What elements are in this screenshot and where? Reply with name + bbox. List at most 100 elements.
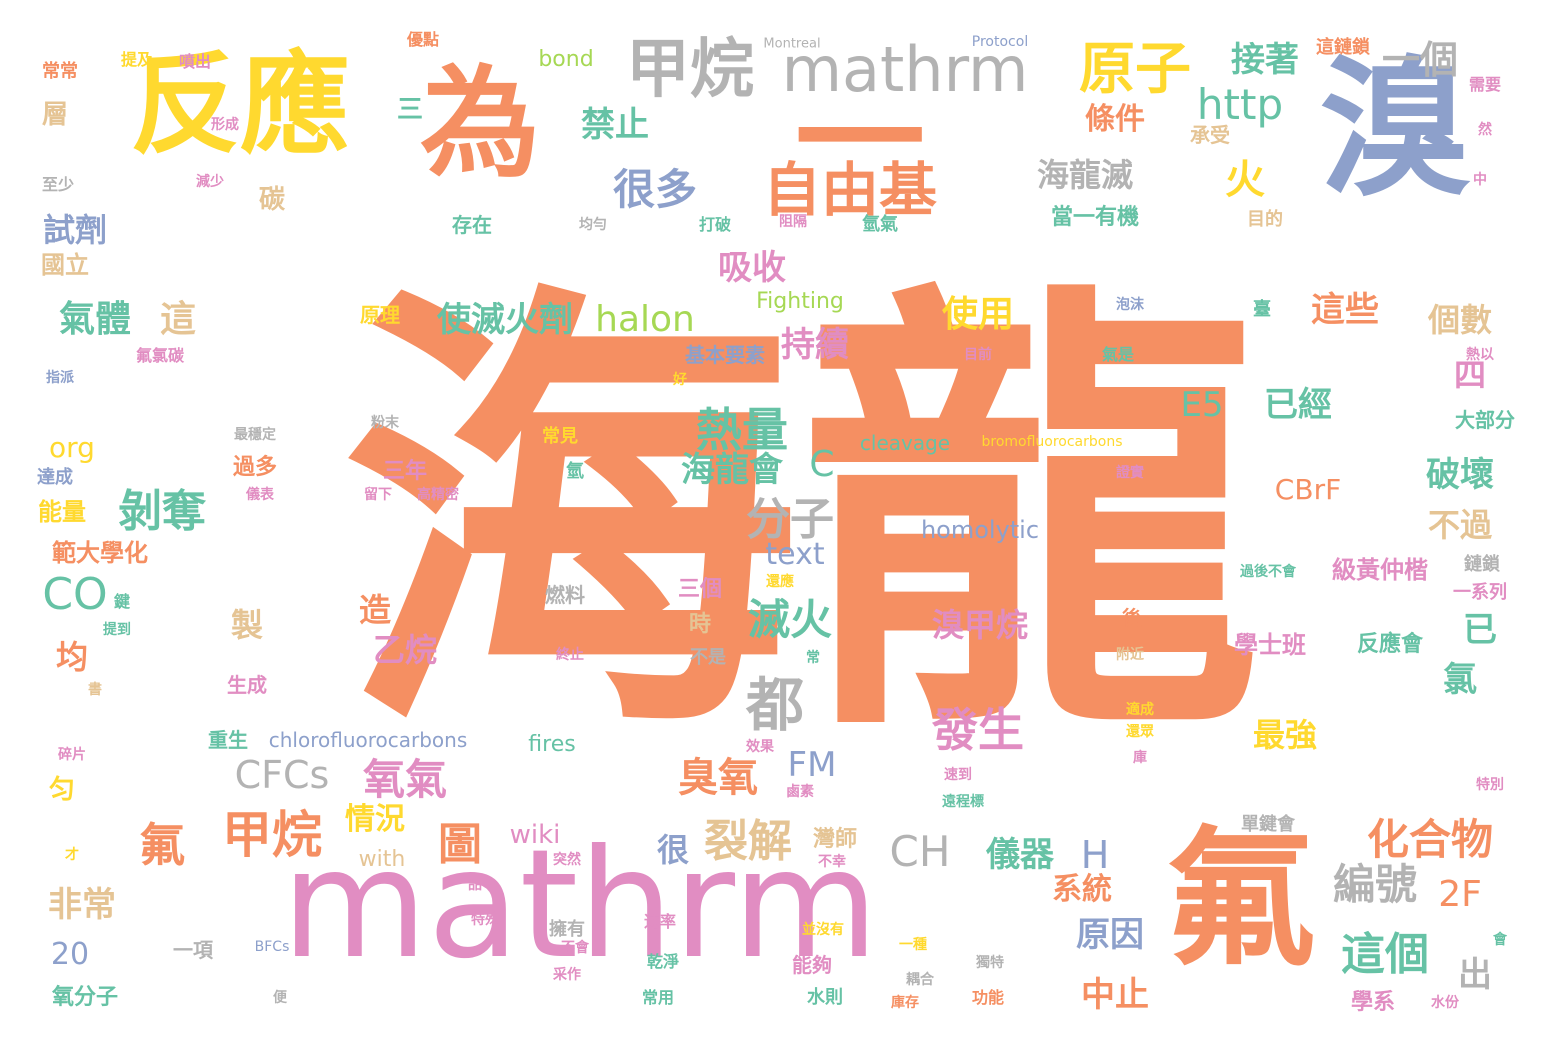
- cloud-word: 能夠: [792, 953, 832, 977]
- cloud-word: 學系: [1350, 990, 1396, 1015]
- cloud-word: 承受: [1190, 123, 1230, 147]
- cloud-word: H: [1080, 833, 1110, 877]
- cloud-word: 會: [1493, 932, 1507, 948]
- cloud-word: 才: [65, 847, 79, 863]
- cloud-word: 情況: [345, 802, 405, 837]
- cloud-word: 過後不會: [1240, 564, 1296, 580]
- cloud-word: 鏈鎖: [1464, 554, 1500, 575]
- cloud-word: 還應: [766, 574, 794, 590]
- cloud-word: 條件: [1085, 102, 1145, 137]
- cloud-word: 為: [420, 55, 540, 194]
- cloud-word: 特別: [1476, 777, 1504, 793]
- cloud-word: 目前: [964, 347, 992, 363]
- cloud-word: 存在: [452, 213, 492, 237]
- cloud-word: 鍵: [113, 592, 131, 611]
- cloud-word: 系統: [1052, 872, 1112, 907]
- cloud-word: 反應會: [1356, 632, 1424, 657]
- cloud-word: 氯: [1443, 660, 1477, 700]
- cloud-word: 不幸: [818, 854, 846, 870]
- cloud-word: bromofluorocarbons: [981, 434, 1123, 450]
- cloud-word: 附近: [1116, 647, 1144, 663]
- cloud-word: 火: [1225, 157, 1265, 203]
- cloud-word: 阻隔: [779, 214, 807, 230]
- cloud-word: 灣師: [812, 827, 858, 852]
- cloud-word: 大部分: [1455, 408, 1515, 432]
- cloud-word: 匀: [48, 775, 76, 805]
- cloud-word: 造: [358, 591, 392, 629]
- cloud-word: 編號: [1332, 860, 1418, 909]
- cloud-word: CBrF: [1274, 473, 1342, 506]
- cloud-word: 好: [673, 372, 687, 388]
- cloud-word: 剝奪: [118, 486, 206, 537]
- cloud-word: 原因: [1076, 915, 1144, 955]
- cloud-word: 粉末: [371, 415, 399, 431]
- cloud-word: 留下: [364, 487, 392, 503]
- cloud-word: 擁有: [549, 919, 585, 940]
- cloud-word: 特殊: [471, 912, 499, 928]
- cloud-word: 吸收: [718, 248, 786, 288]
- cloud-word: wiki: [509, 820, 561, 850]
- cloud-word: 級黃仲楷: [1332, 556, 1428, 584]
- cloud-word: 已: [1463, 610, 1497, 650]
- cloud-word: 氟: [1164, 813, 1316, 987]
- cloud-word: 功能: [971, 988, 1005, 1007]
- cloud-word: CH: [889, 827, 951, 876]
- cloud-word: 出: [1458, 955, 1492, 995]
- cloud-word: 國立: [41, 251, 89, 279]
- cloud-word: 證實: [1116, 465, 1144, 481]
- cloud-word: 這個: [1341, 929, 1429, 980]
- cloud-word: 三年: [382, 459, 428, 484]
- cloud-word: 高精密: [417, 487, 459, 503]
- cloud-word: 泡沫: [1116, 297, 1144, 313]
- cloud-word: 至少: [41, 175, 75, 194]
- cloud-word: 終止: [556, 647, 584, 663]
- cloud-word: 單鍵會: [1241, 814, 1295, 835]
- cloud-word: 海龍滅: [1036, 156, 1134, 194]
- cloud-word: 生成: [227, 673, 267, 697]
- cloud-word: 氟: [139, 818, 185, 872]
- cloud-word: 甲烷: [626, 33, 754, 107]
- cloud-word: 自由基: [762, 156, 938, 224]
- cloud-word: 很: [656, 831, 690, 869]
- cloud-word: 非常: [48, 885, 116, 925]
- cloud-word: 還眾: [1126, 724, 1154, 740]
- cloud-word: 中止: [1081, 975, 1149, 1015]
- cloud-word: 均: [55, 638, 89, 676]
- cloud-word: 時: [688, 612, 712, 637]
- cloud-word: 一系列: [1453, 582, 1507, 603]
- cloud-word: 燃料: [545, 583, 585, 607]
- cloud-word: 氧分子: [51, 985, 119, 1010]
- cloud-word: 碳: [258, 185, 286, 215]
- cloud-word: 反應: [130, 41, 350, 169]
- cloud-word: 不是: [690, 647, 726, 668]
- cloud-word: 儀器: [986, 835, 1054, 875]
- cloud-word: text: [765, 537, 825, 572]
- cloud-word: 庫: [1133, 750, 1147, 766]
- cloud-word: 中: [1473, 172, 1487, 188]
- cloud-word: 2F: [1438, 874, 1482, 915]
- cloud-word: http: [1196, 80, 1284, 129]
- cloud-word: 接著: [1231, 40, 1299, 80]
- cloud-word: 禁止: [581, 105, 649, 145]
- cloud-word: CFCs: [234, 753, 330, 797]
- cloud-word: 一種: [899, 937, 927, 953]
- cloud-word: fires: [528, 732, 576, 757]
- cloud-word: 書: [88, 682, 102, 698]
- cloud-word: 這: [159, 299, 197, 340]
- cloud-word: 噴出: [178, 52, 212, 71]
- cloud-word: 最強: [1252, 716, 1318, 754]
- cloud-word: 學士班: [1234, 631, 1306, 659]
- cloud-word: E5: [1180, 385, 1224, 425]
- cloud-word: 常常: [42, 61, 78, 82]
- cloud-word: 提及: [120, 50, 154, 69]
- cloud-word: 裂解: [704, 816, 792, 867]
- cloud-word: cleavage: [859, 431, 951, 455]
- cloud-word: 已經: [1264, 385, 1332, 425]
- cloud-word: 目的: [1247, 209, 1283, 230]
- cloud-word: 采作: [553, 967, 581, 983]
- cloud-word: 熱以: [1466, 347, 1494, 363]
- cloud-word: 範大學化: [52, 539, 148, 567]
- cloud-word: 氫: [566, 461, 584, 482]
- cloud-word: 並沒有: [802, 922, 844, 938]
